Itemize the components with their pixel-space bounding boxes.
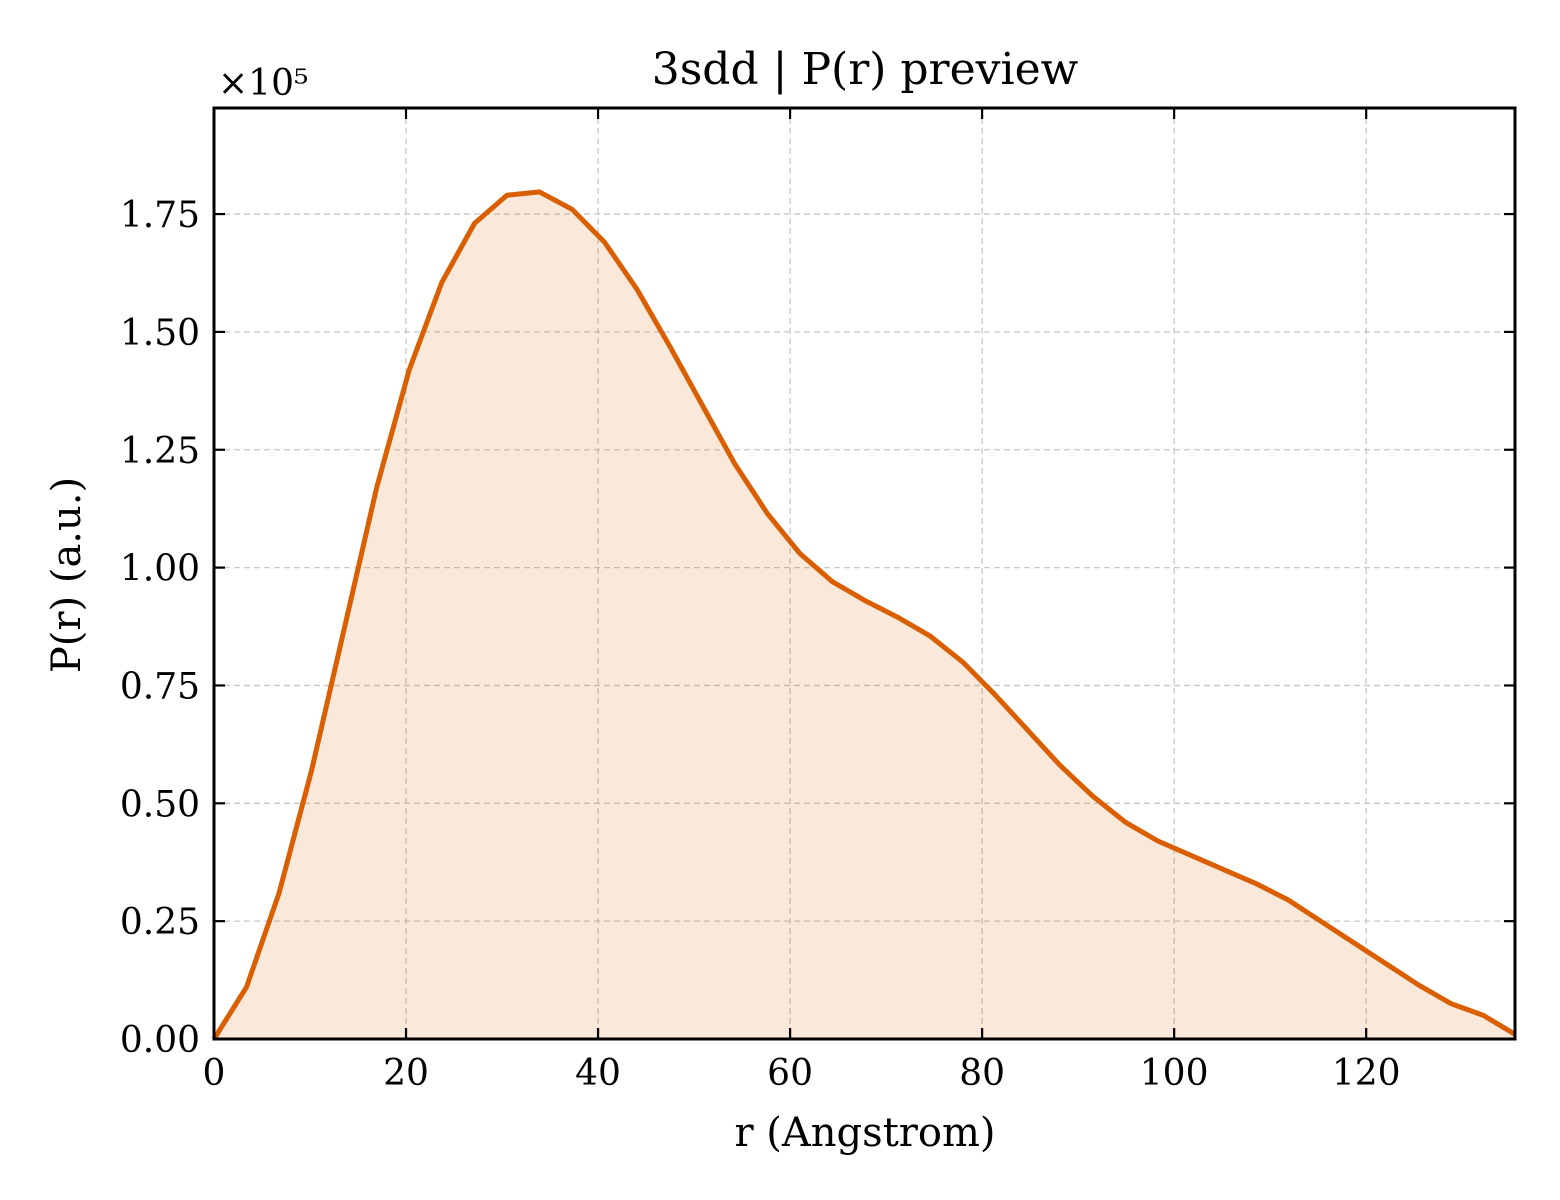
y-tick-label: 1.00	[120, 549, 200, 590]
chart-title: 3sdd | P(r) preview	[652, 44, 1079, 95]
x-tick-label: 80	[959, 1053, 1005, 1094]
x-tick-label: 40	[575, 1053, 621, 1094]
x-tick-label: 60	[767, 1053, 813, 1094]
y-tick-label: 0.00	[120, 1020, 200, 1061]
grid-lines	[213, 108, 1515, 1040]
y-tick-label: 1.75	[120, 195, 200, 236]
y-tick-label: 1.25	[120, 431, 200, 472]
y-tick-label: 0.75	[120, 666, 200, 707]
pr-line	[211, 189, 1517, 1041]
series-layer	[211, 189, 1517, 1041]
y-multiplier-label: ×10⁵	[218, 63, 308, 104]
plot-frame	[212, 106, 1517, 1041]
x-tick-label: 20	[383, 1053, 429, 1094]
x-axis-label: r (Angstrom)	[734, 1110, 995, 1156]
y-tick-label: 0.25	[120, 902, 200, 943]
axis-ticks: 0 20 40 60 80 100 120 0.00 0.25 0.50 0.75 1.00 1.25 1…	[120, 108, 1515, 1094]
x-tick-label: 120	[1332, 1053, 1401, 1094]
y-tick-label: 0.50	[120, 784, 200, 825]
pr-area-fill	[214, 191, 1515, 1039]
x-tick-label: 0	[203, 1053, 226, 1094]
y-tick-label: 1.50	[120, 313, 200, 354]
y-axis-label: P(r) (a.u.)	[44, 477, 90, 673]
x-tick-label: 100	[1140, 1053, 1209, 1094]
